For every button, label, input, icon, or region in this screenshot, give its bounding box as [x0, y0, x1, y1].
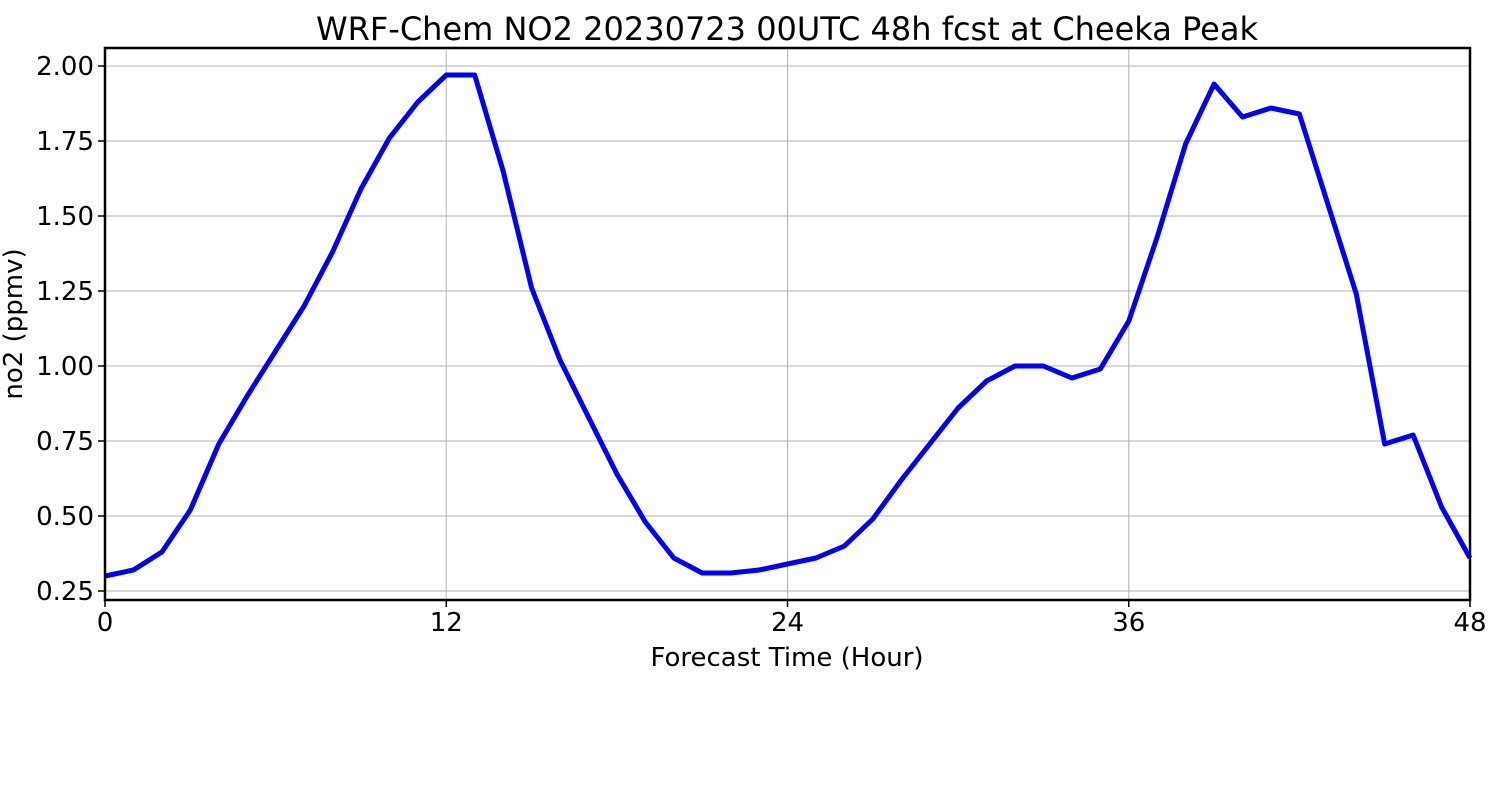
x-tick-label: 24	[771, 608, 804, 638]
tick-marks	[98, 65, 1471, 607]
tick-labels: 0 12 24 36 48 0.25 0.50 0.75 1.00 1.25 1.50 1.75 2.0…	[36, 52, 1486, 638]
y-tick-label: 1.00	[36, 352, 94, 382]
grid-lines	[104, 48, 1471, 600]
y-tick-label: 0.25	[36, 577, 94, 607]
y-tick-label: 0.50	[36, 502, 94, 532]
x-tick-label: 48	[1453, 608, 1486, 638]
y-tick-label: 1.25	[36, 277, 94, 307]
x-tick-label: 36	[1112, 608, 1145, 638]
x-axis-label: Forecast Time (Hour)	[650, 643, 923, 673]
y-axis-label: no2 (ppmv)	[0, 248, 29, 399]
x-tick-label: 0	[97, 608, 114, 638]
chart-title: WRF-Chem NO2 20230723 00UTC 48h fcst at …	[316, 10, 1258, 48]
x-tick-label: 12	[430, 608, 463, 638]
y-tick-label: 1.75	[36, 127, 94, 157]
y-tick-label: 0.75	[36, 427, 94, 457]
y-tick-label: 2.00	[36, 52, 94, 82]
y-tick-label: 1.50	[36, 202, 94, 232]
series-line	[104, 72, 1473, 579]
series-layer	[104, 72, 1473, 579]
